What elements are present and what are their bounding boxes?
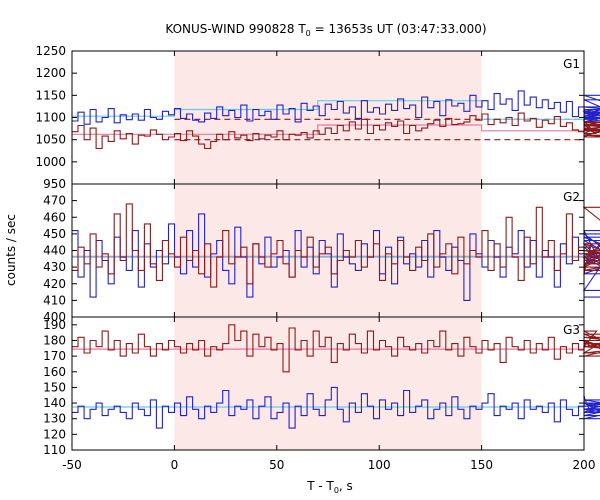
y-tick-label: 130 <box>43 412 66 426</box>
x-tick-label: 150 <box>470 458 493 472</box>
xlabel-subscript: 0 <box>334 486 339 495</box>
y-tick-label: 110 <box>43 443 66 457</box>
panel-g3 <box>72 324 600 429</box>
y-tick-label: 170 <box>43 349 66 363</box>
panel-g1 <box>72 90 600 150</box>
panel-label: G3 <box>563 323 580 337</box>
y-tick-label: 950 <box>43 177 66 191</box>
series-1-histogram <box>72 324 600 373</box>
y-tick-label: 140 <box>43 396 66 410</box>
y-tick-label: 470 <box>43 194 66 208</box>
y-tick-label: 450 <box>43 227 66 241</box>
y-tick-label: 440 <box>43 244 66 258</box>
y-tick-label: 420 <box>43 277 66 291</box>
panel-frame <box>71 316 585 451</box>
y-tick-label: 1150 <box>35 88 66 102</box>
highlight-interval <box>174 51 482 450</box>
y-tick-label: 400 <box>43 310 66 324</box>
x-tick-label: 0 <box>171 458 179 472</box>
x-tick-label: 100 <box>368 458 391 472</box>
y-tick-label: 1200 <box>35 66 66 80</box>
series-2-histogram <box>72 386 600 429</box>
y-tick-label: 1100 <box>35 111 66 125</box>
x-tick-label: 50 <box>269 458 284 472</box>
x-tick-label: 200 <box>573 458 596 472</box>
y-tick-label: 160 <box>43 365 66 379</box>
panel-label: G1 <box>563 57 580 71</box>
title-subscript: 0 <box>306 29 311 38</box>
y-tick-label: 1250 <box>35 44 66 58</box>
y-tick-label: 1000 <box>35 155 66 169</box>
y-tick-label: 190 <box>43 318 66 332</box>
y-tick-label: 1050 <box>35 133 66 147</box>
panel-g2 <box>72 203 600 301</box>
x-tick-label: -50 <box>62 458 82 472</box>
panel-label: G2 <box>563 190 580 204</box>
series-1-histogram <box>72 90 600 125</box>
y-tick-label: 180 <box>43 333 66 347</box>
y-tick-label: 120 <box>43 427 66 441</box>
y-axis-label: counts / sec <box>4 214 18 286</box>
chart-title: KONUS-WIND 990828 T0 = 13653s UT (03:47:… <box>165 22 486 38</box>
y-tick-label: 460 <box>43 210 66 224</box>
y-tick-label: 430 <box>43 260 66 274</box>
series-2-histogram <box>72 112 600 150</box>
x-axis-label: T - T0, s <box>306 479 353 495</box>
series-2-histogram <box>72 203 600 288</box>
y-tick-label: 410 <box>43 293 66 307</box>
y-tick-label: 150 <box>43 380 66 394</box>
